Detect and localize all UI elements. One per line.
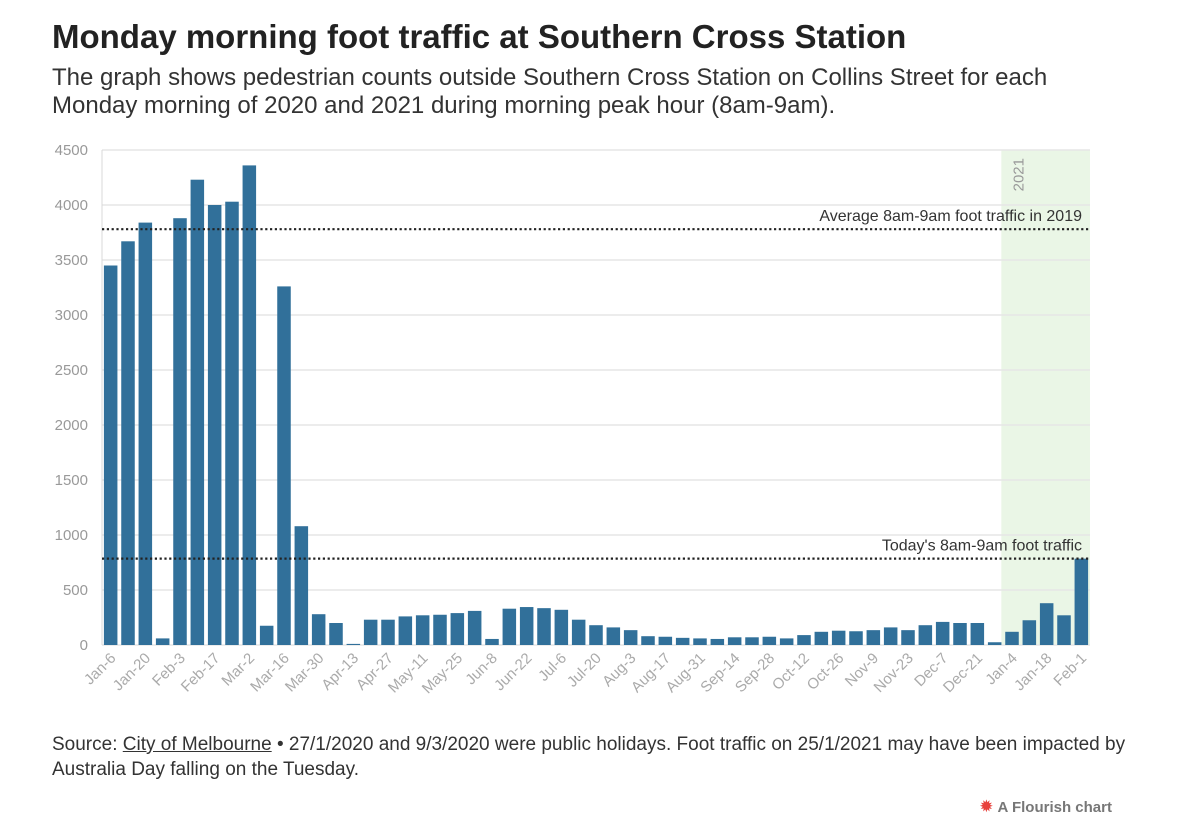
bar <box>415 615 430 645</box>
bar <box>190 179 205 645</box>
bar <box>225 201 239 645</box>
bar <box>311 614 326 645</box>
bar <box>121 241 135 646</box>
x-tick-label: Oct-12 <box>769 650 813 694</box>
bar <box>467 610 482 645</box>
bar <box>970 623 985 645</box>
chart-title: Monday morning foot traffic at Southern … <box>52 18 907 55</box>
bar <box>675 637 690 645</box>
flourish-star-icon: ✹ <box>979 797 994 816</box>
x-tick-label: Nov-23 <box>871 650 917 696</box>
bar <box>883 627 898 645</box>
bar <box>277 286 291 645</box>
y-tick-label: 1500 <box>55 472 88 489</box>
bar <box>173 218 187 645</box>
footer-note: • 27/1/2020 and 9/3/2020 were public hol… <box>52 734 1126 780</box>
bar <box>987 642 1002 645</box>
reference-line-label: Today's 8am-9am foot traffic <box>882 538 1082 555</box>
bar <box>259 625 274 645</box>
bar <box>1022 620 1037 645</box>
bar <box>797 635 811 645</box>
bar <box>606 627 621 645</box>
bar <box>831 630 846 645</box>
reference-line-label: Average 8am-9am foot traffic in 2019 <box>819 208 1082 225</box>
bar <box>103 265 118 645</box>
bar <box>762 636 777 645</box>
bar <box>918 625 933 645</box>
bar <box>450 613 465 645</box>
bar <box>849 631 863 645</box>
bar <box>363 619 378 645</box>
bar <box>537 608 551 645</box>
bar <box>1039 603 1054 645</box>
bar <box>207 205 222 645</box>
bar <box>901 630 915 645</box>
x-tick-label: Feb-17 <box>178 650 224 696</box>
highlight-region-label: 2021 <box>1010 158 1027 191</box>
bar <box>727 637 742 645</box>
bar <box>814 631 829 645</box>
bar <box>779 638 794 645</box>
bar <box>155 638 170 645</box>
y-tick-label: 2000 <box>55 417 88 434</box>
bar <box>398 616 413 645</box>
bar <box>658 636 673 645</box>
bar <box>623 630 638 645</box>
y-tick-label: 4000 <box>55 197 88 214</box>
bar <box>1057 615 1071 645</box>
bar <box>242 165 257 645</box>
bar <box>693 638 707 645</box>
y-tick-label: 1000 <box>55 527 88 544</box>
source-label: Source: <box>52 734 118 755</box>
bar <box>1074 558 1089 645</box>
bar <box>294 526 309 645</box>
chart-subtitle: The graph shows pedestrian counts outsid… <box>52 64 1048 119</box>
bar <box>554 609 569 645</box>
bar <box>953 623 967 645</box>
bar <box>502 608 517 645</box>
bar <box>571 619 586 645</box>
x-tick-label: Sep-28 <box>732 650 778 696</box>
bar-chart: 2021 Average 8am-9am foot traffic in 201… <box>55 142 1091 697</box>
y-tick-label: 500 <box>63 582 88 599</box>
x-tick-label: Jan-18 <box>1011 650 1055 694</box>
bar <box>745 637 759 645</box>
x-tick-label: Oct-26 <box>804 650 848 694</box>
x-tick-label: Mar-30 <box>282 650 328 696</box>
y-tick-label: 2500 <box>55 362 88 379</box>
bar <box>1005 631 1019 645</box>
bar <box>641 636 655 645</box>
bar <box>381 619 395 645</box>
chart-footer: Source: City of Melbourne • 27/1/2020 an… <box>52 732 1132 782</box>
x-tick-label: Dec-21 <box>940 650 986 696</box>
x-tick-label: Jun-22 <box>491 650 535 694</box>
x-tick-label: Apr-13 <box>318 650 362 694</box>
bar <box>346 643 361 645</box>
y-tick-label: 3000 <box>55 307 88 324</box>
bar <box>710 638 725 645</box>
x-tick-label: Jan-20 <box>110 650 154 694</box>
y-tick-label: 4500 <box>55 142 88 159</box>
bar <box>866 630 881 645</box>
y-tick-label: 3500 <box>55 252 88 269</box>
bar <box>935 621 950 645</box>
bar <box>485 638 499 645</box>
bar <box>519 607 534 645</box>
y-tick-label: 0 <box>80 637 88 654</box>
bar <box>329 623 343 645</box>
flourish-credit[interactable]: ✹ A Flourish chart <box>979 797 1112 817</box>
source-link[interactable]: City of Melbourne <box>122 734 272 755</box>
credit-text: A Flourish chart <box>997 799 1112 816</box>
bar <box>589 625 603 645</box>
bar <box>433 614 447 645</box>
x-tick-label: Jul-20 <box>564 650 605 691</box>
x-tick-label: Feb-1 <box>1050 650 1090 690</box>
bar <box>138 222 153 645</box>
